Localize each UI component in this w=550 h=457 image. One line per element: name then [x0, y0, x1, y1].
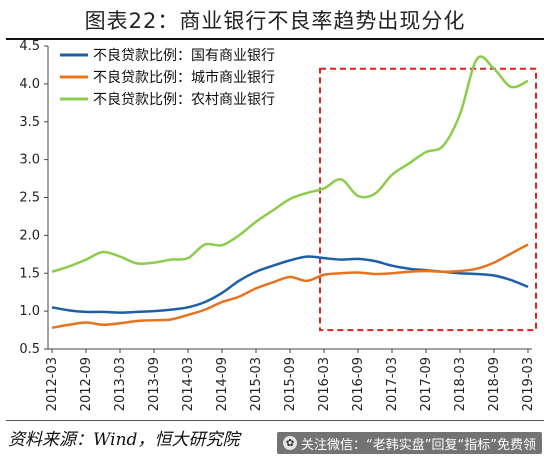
watermark: ✿ 关注微信：“老韩实盘”回复“指标”免费领: [277, 432, 542, 454]
x-tick-label: 2015-09: [283, 357, 298, 411]
legend-label-1: 不良贷款比例：城市商业银行: [93, 69, 275, 86]
source-note: 资料来源：Wind，恒大研究院: [8, 430, 240, 450]
x-tick-label: 2018-09: [487, 357, 502, 411]
source-divider: [6, 420, 544, 421]
wechat-icon: ✿: [283, 436, 298, 450]
series-lines: [51, 55, 529, 330]
y-tick-label: 4.5: [19, 40, 40, 54]
x-tick-label: 2014-03: [181, 357, 196, 411]
y-tick-label: 2.5: [19, 191, 40, 206]
x-tick-label: 2012-03: [45, 357, 60, 411]
y-tick-label: 3.5: [19, 115, 40, 130]
x-tick-label: 2016-09: [351, 357, 366, 411]
x-tick-label: 2018-03: [453, 357, 468, 411]
x-tick-label: 2013-09: [147, 357, 162, 411]
x-tick-label: 2017-09: [419, 357, 434, 411]
title-divider: [6, 38, 544, 40]
series-line-1: [51, 243, 529, 330]
x-tick-label: 2016-03: [317, 357, 332, 411]
axes: 0.5 1.0 1.5 2.0 2.5 3.0 3.5 4.0 4.5 2012-03 2012-0…: [19, 40, 536, 411]
legend-label-2: 不良贷款比例：农村商业银行: [93, 92, 275, 108]
x-tick-label: 2014-09: [215, 357, 230, 411]
series-line-2: [51, 55, 529, 273]
x-tick-label: 2019-03: [521, 357, 536, 411]
y-tick-label: 0.5: [19, 342, 40, 357]
y-tick-label: 1.0: [19, 304, 40, 319]
legend-label-0: 不良贷款比例：国有商业银行: [93, 48, 275, 64]
line-chart: 0.5 1.0 1.5 2.0 2.5 3.0 3.5 4.0 4.5 2012-03 2012-0…: [19, 40, 537, 411]
x-tick-label: 2012-09: [79, 357, 94, 411]
y-tick-label: 1.5: [19, 266, 40, 281]
chart-title: 图表22：商业银行不良率趋势出现分化: [84, 9, 466, 33]
y-tick-label: 2.0: [19, 228, 40, 243]
y-tick-label: 3.0: [19, 153, 40, 168]
x-tick-label: 2017-03: [385, 357, 400, 411]
x-tick-label: 2015-03: [249, 357, 264, 411]
watermark-text: 关注微信：“老韩实盘”回复“指标”免费领: [301, 437, 536, 453]
series-line-0: [51, 255, 529, 314]
x-tick-label: 2013-03: [113, 357, 128, 411]
y-tick-label: 4.0: [19, 77, 40, 92]
highlight-region: [319, 67, 537, 332]
highlight-box: [319, 67, 537, 332]
